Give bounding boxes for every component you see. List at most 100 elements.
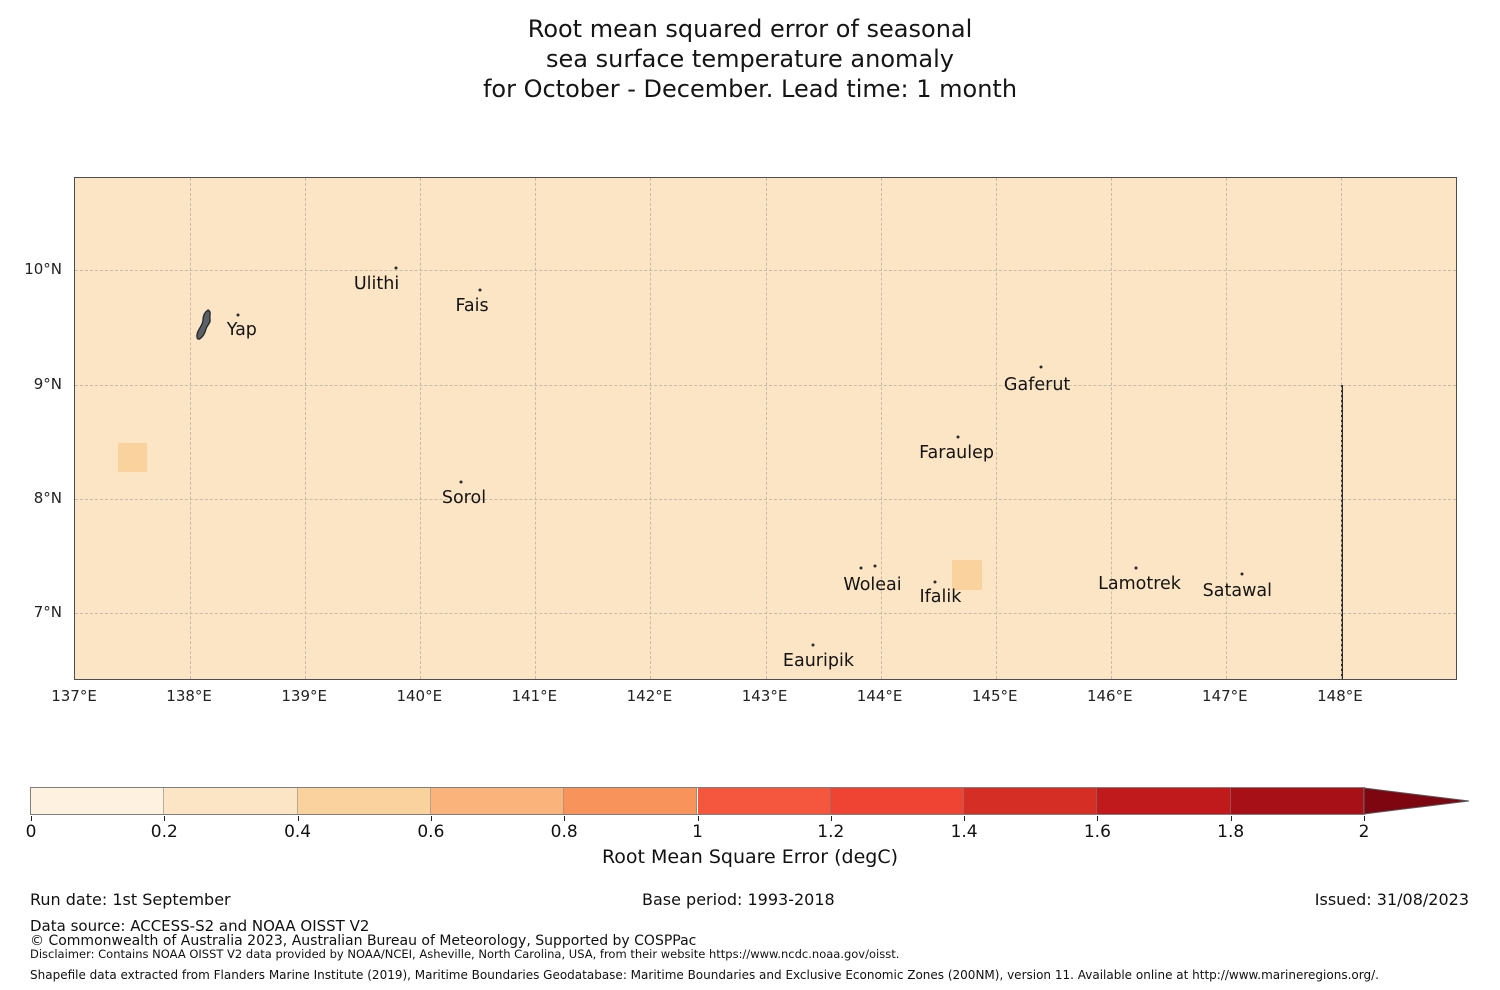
- x-tick-145: 145°E: [971, 687, 1018, 705]
- gridline-lon-141: [535, 178, 537, 679]
- yap-island-path: [196, 309, 211, 340]
- colorbar-tick-0.8: [564, 816, 566, 821]
- island-label-faraulep: Faraulep: [919, 443, 994, 464]
- gridline-lon-139: [305, 178, 307, 679]
- x-tick-137: 137°E: [51, 687, 97, 705]
- colorbar-segment-0.4-0.6: [297, 788, 431, 814]
- colorbar-tick-label-0: 0: [25, 822, 37, 842]
- x-tick-138: 138°E: [166, 687, 212, 705]
- gridline-lon-148: [1340, 178, 1342, 679]
- colorbar-tick-2: [1364, 816, 1365, 821]
- colorbar-segment-1.8-2.0: [1230, 788, 1364, 814]
- x-tick-139: 139°E: [281, 687, 327, 705]
- island-dot-ifalik: [933, 580, 937, 584]
- island-label-fais: Fais: [455, 295, 489, 316]
- map-area: Ulithi Fais Yap Gaferut Faraulep Sorol Woleai I…: [74, 177, 1457, 680]
- colorbar-tick-label-1.2: 1.2: [817, 822, 845, 842]
- rmse-cell-1: [951, 560, 982, 591]
- rmse-cell-0: [118, 443, 147, 472]
- island-dot-satawal: [1240, 572, 1244, 576]
- colorbar-tick-1.4: [964, 816, 966, 821]
- island-label-lamotrek: Lamotrek: [1098, 574, 1181, 595]
- colorbar-tick-label-0.4: 0.4: [284, 822, 312, 842]
- chart-title: Root mean squared error of seasonal sea …: [0, 14, 1500, 104]
- y-tick-10: 10°N: [24, 260, 62, 279]
- y-tick-7: 7°N: [33, 602, 62, 621]
- run-date-text: Run date: 1st September: [30, 890, 231, 909]
- island-label-ulithi: Ulithi: [353, 274, 400, 295]
- island-dot-fais: [478, 288, 482, 292]
- gridline-lat-8: [75, 498, 1456, 500]
- chart-title-line3: for October - December. Lead time: 1 mon…: [482, 75, 1018, 103]
- gridline-lon-147: [1225, 178, 1227, 679]
- colorbar-segment-0.2-0.4: [164, 788, 298, 814]
- gridline-lon-142: [650, 178, 652, 679]
- colorbar-tick-0.6: [430, 816, 432, 821]
- colorbar-tick-1.2: [830, 816, 832, 821]
- gridline-lat-7: [75, 612, 1456, 614]
- chart-title-line1: Root mean squared error of seasonal: [527, 15, 973, 43]
- shapefile-text: Shapefile data extracted from Flanders M…: [30, 968, 1379, 982]
- island-dot-ulithi: [394, 266, 398, 270]
- colorbar-segment-1.4-1.6: [964, 788, 1098, 814]
- island-dot-faraulep: [956, 435, 960, 439]
- island-label-ifalik: Ifalik: [919, 586, 962, 607]
- colorbar-arrow-shape: [1364, 787, 1470, 815]
- colorbar-tick-label-2: 2: [1358, 822, 1370, 842]
- colorbar-tick-1.8: [1230, 816, 1232, 821]
- island-label-eauripik: Eauripik: [782, 650, 854, 671]
- colorbar-tick-1.6: [1097, 816, 1099, 821]
- colorbar-tick-0.2: [164, 816, 166, 821]
- island-label-yap: Yap: [226, 319, 257, 340]
- x-tick-141: 141°E: [511, 687, 558, 705]
- chart-title-line2: sea surface temperature anomaly: [546, 45, 954, 73]
- colorbar-segment-1.2-1.4: [830, 788, 965, 814]
- island-dot-gaferut: [1039, 365, 1043, 369]
- island-dot-sorol: [459, 480, 463, 484]
- gridline-lat-9: [75, 384, 1456, 386]
- island-dot-yap: [236, 313, 240, 317]
- x-tick-143: 143°E: [741, 687, 788, 705]
- copyright-text: © Commonwealth of Australia 2023, Austra…: [30, 933, 697, 949]
- gridline-lon-145: [995, 178, 997, 679]
- colorbar-segment-1.6-1.8: [1097, 788, 1231, 814]
- colorbar-tick-0: [31, 816, 32, 821]
- gridline-lat-10: [75, 270, 1456, 272]
- colorbar-segment-0.0-0.2: [31, 788, 165, 814]
- colorbar-tick-label-1.6: 1.6: [1083, 822, 1111, 842]
- colorbar-tick-label-1: 1: [692, 822, 703, 842]
- colorbar-axis-label: Root Mean Square Error (degC): [601, 846, 899, 868]
- base-period-text: Base period: 1993-2018: [642, 890, 835, 909]
- gridline-lon-146: [1110, 178, 1112, 679]
- colorbar-tick-0.4: [297, 816, 299, 821]
- island-dot-woleai-1: [873, 564, 877, 568]
- x-tick-147: 147°E: [1202, 687, 1248, 705]
- colorbar-tick-label-1.8: 1.8: [1217, 822, 1245, 842]
- island-label-gaferut: Gaferut: [1003, 374, 1071, 395]
- island-dot-woleai: [859, 566, 863, 570]
- colorbar-over-range-arrow: [1364, 787, 1470, 815]
- colorbar-tick-label-0.6: 0.6: [417, 822, 445, 842]
- colorbar-segment-0.8-1.0: [564, 788, 698, 814]
- eez-boundary-line: [1341, 384, 1344, 679]
- x-tick-144: 144°E: [856, 687, 903, 705]
- disclaimer-text: Disclaimer: Contains NOAA OISST V2 data …: [30, 947, 900, 961]
- gridline-lon-138: [190, 178, 192, 679]
- colorbar-segment-0.6-0.8: [430, 788, 565, 814]
- gridline-lon-140: [420, 178, 422, 679]
- issued-date-text: Issued: 31/08/2023: [1314, 890, 1469, 909]
- island-dot-lamotrek: [1134, 566, 1138, 570]
- island-label-sorol: Sorol: [441, 487, 487, 508]
- island-dot-eauripik: [811, 643, 815, 647]
- y-tick-9: 9°N: [33, 374, 62, 393]
- colorbar-tick-label-0.2: 0.2: [150, 822, 178, 842]
- y-tick-8: 8°N: [33, 488, 62, 507]
- colorbar-tick-label-1.4: 1.4: [950, 822, 978, 842]
- colorbar: 0 0.2 0.4 0.6 0.8 1 1.2 1.4 1.6 1.8 2: [26, 787, 1470, 842]
- x-tick-146: 146°E: [1086, 687, 1133, 705]
- yap-island-shape: [196, 309, 211, 340]
- x-tick-142: 142°E: [626, 687, 673, 705]
- island-label-satawal: Satawal: [1202, 581, 1272, 602]
- island-label-woleai: Woleai: [843, 575, 902, 596]
